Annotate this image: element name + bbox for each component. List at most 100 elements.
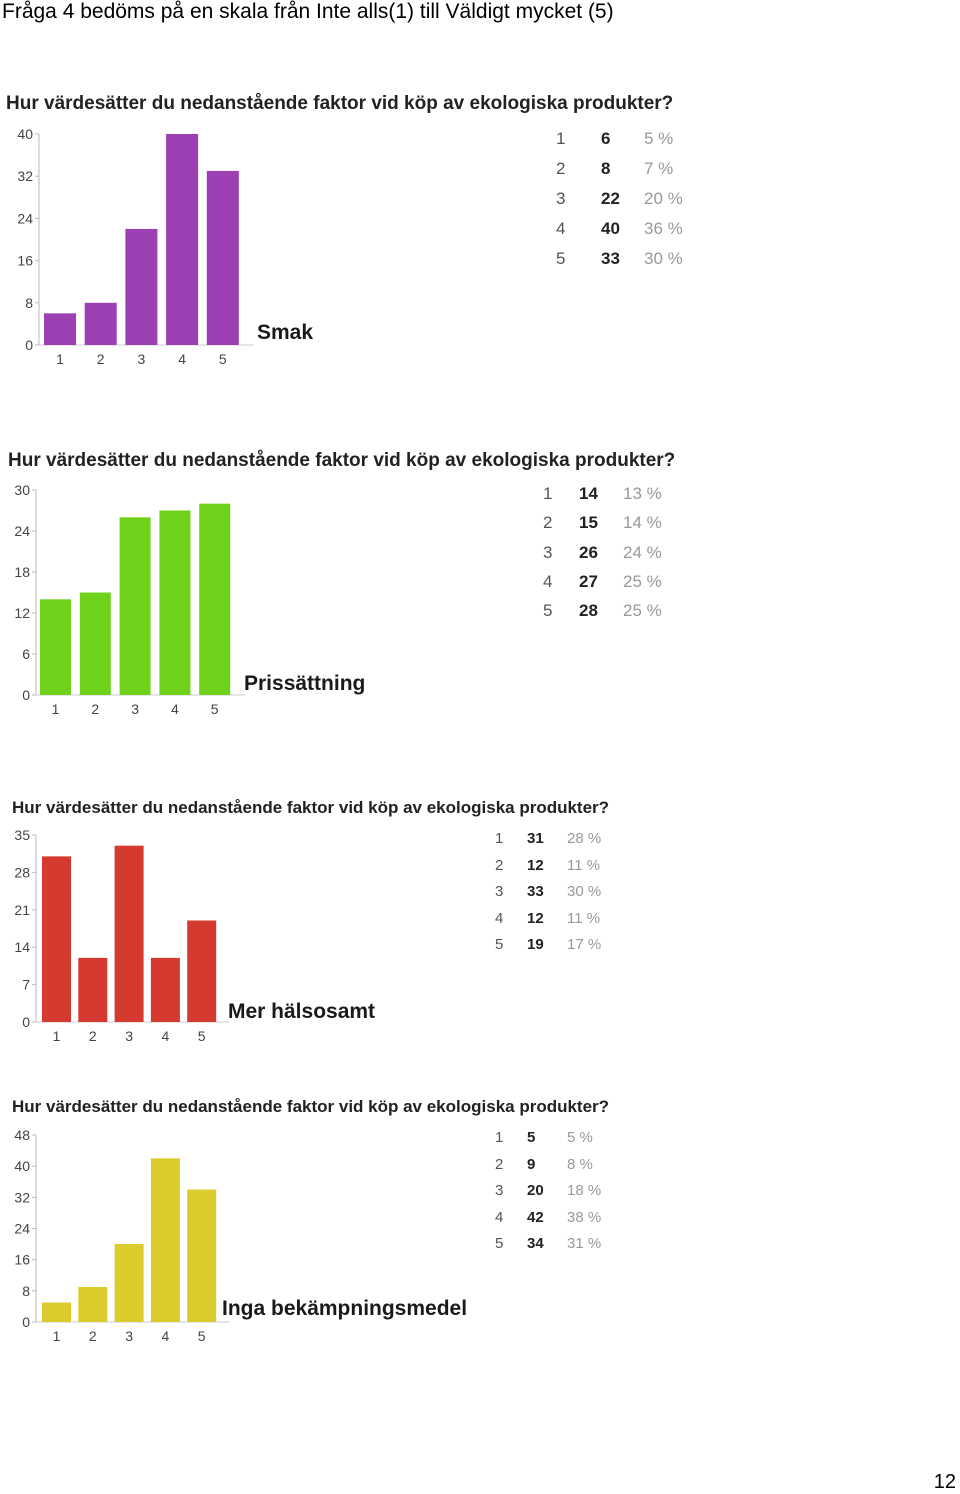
chart-block: Hur värdesätter du nedanstående faktor v… bbox=[12, 1097, 772, 1397]
chart-block: Hur värdesätter du nedanstående faktor v… bbox=[6, 93, 766, 393]
y-tick-label: 0 bbox=[25, 337, 33, 353]
stats-row: 3 26 24 % bbox=[543, 543, 703, 572]
stats-count: 12 bbox=[527, 856, 544, 874]
bar bbox=[206, 170, 239, 345]
stats-percentage: 17 % bbox=[567, 936, 602, 954]
bar bbox=[114, 1244, 144, 1322]
y-tick-label: 16 bbox=[14, 1252, 30, 1268]
bar-chart: 0 7 14 21 28 35 1 2 3 4 5 bbox=[14, 827, 230, 1044]
y-tick-label: 35 bbox=[14, 827, 30, 843]
bar bbox=[125, 228, 158, 345]
x-tick-label: 2 bbox=[97, 351, 105, 367]
x-tick-label: 3 bbox=[138, 351, 146, 367]
y-tick-label: 24 bbox=[14, 523, 30, 539]
stats-count: 26 bbox=[579, 542, 598, 562]
stats-score: 5 bbox=[543, 601, 553, 621]
stats-count: 33 bbox=[527, 883, 544, 901]
x-tick-label: 4 bbox=[162, 1328, 170, 1344]
stats-percentage: 20 % bbox=[644, 189, 683, 208]
bar bbox=[150, 957, 180, 1022]
x-tick-label: 4 bbox=[162, 1028, 170, 1044]
stats-score: 3 bbox=[495, 1182, 504, 1200]
x-tick-label: 5 bbox=[219, 351, 227, 367]
stats-percentage: 25 % bbox=[623, 601, 662, 621]
stats-row: 1 6 5 % bbox=[556, 129, 716, 159]
stats-row: 2 9 8 % bbox=[495, 1156, 655, 1183]
factor-label: Mer hälsosamt bbox=[228, 1000, 376, 1023]
stats-percentage: 11 % bbox=[567, 856, 601, 874]
stats-count: 40 bbox=[601, 219, 620, 238]
stats-percentage: 36 % bbox=[644, 219, 683, 238]
x-tick-label: 2 bbox=[91, 701, 99, 717]
x-tick-label: 5 bbox=[198, 1028, 206, 1044]
stats-score: 5 bbox=[495, 936, 504, 954]
stats-percentage: 25 % bbox=[623, 571, 662, 591]
stats-row: 5 19 17 % bbox=[495, 936, 655, 963]
stats-count: 31 bbox=[527, 830, 544, 847]
stats-count: 14 bbox=[579, 484, 598, 503]
stats-score: 2 bbox=[495, 1155, 504, 1173]
bar bbox=[114, 845, 144, 1022]
bar bbox=[44, 313, 76, 345]
bar bbox=[187, 1189, 217, 1322]
y-tick-label: 7 bbox=[22, 977, 30, 993]
stats-percentage: 11 % bbox=[567, 909, 601, 927]
stats-score: 3 bbox=[495, 883, 504, 901]
x-tick-label: 2 bbox=[89, 1028, 97, 1044]
x-tick-label: 3 bbox=[125, 1028, 133, 1044]
stats-percentage: 38 % bbox=[567, 1208, 602, 1226]
page-number: 12 bbox=[933, 1471, 956, 1493]
bar bbox=[150, 1158, 180, 1322]
stats-row: 3 20 18 % bbox=[495, 1182, 655, 1209]
chart-block: Hur värdesätter du nedanstående faktor v… bbox=[12, 798, 772, 1098]
bar bbox=[84, 302, 117, 345]
bar bbox=[42, 856, 71, 1022]
stats-row: 3 33 30 % bbox=[495, 883, 655, 910]
stats-score: 2 bbox=[543, 513, 553, 533]
stats-count: 42 bbox=[527, 1208, 544, 1226]
x-tick-label: 1 bbox=[52, 701, 60, 717]
stats-percentage: 7 % bbox=[644, 159, 674, 178]
stats-score: 5 bbox=[495, 1235, 504, 1253]
stats-row: 1 14 13 % bbox=[543, 484, 703, 513]
stats-count: 12 bbox=[527, 909, 544, 927]
stats-table: 1 5 5 % 2 9 8 % 3 20 18 % 4 42 38 % 5 34 31 % bbox=[495, 1129, 655, 1272]
chart-title: Hur värdesätter du nedanstående faktor v… bbox=[8, 450, 676, 471]
y-tick-label: 21 bbox=[14, 902, 30, 918]
stats-score: 4 bbox=[556, 219, 566, 238]
factor-label: Inga bekämpningsmedel bbox=[222, 1297, 468, 1320]
bar bbox=[199, 503, 231, 695]
bar bbox=[79, 592, 111, 695]
y-tick-label: 6 bbox=[22, 646, 30, 662]
bar bbox=[78, 957, 108, 1022]
stats-percentage: 31 % bbox=[567, 1235, 602, 1253]
y-tick-label: 40 bbox=[14, 1158, 30, 1174]
stats-table: 1 31 28 % 2 12 11 % 3 33 30 % 4 12 11 % 5 19 17 % bbox=[495, 830, 655, 973]
stats-percentage: 5 % bbox=[567, 1129, 593, 1146]
chart-block: Hur värdesätter du nedanstående faktor v… bbox=[8, 450, 768, 750]
stats-count: 6 bbox=[601, 129, 611, 148]
stats-row: 2 15 14 % bbox=[543, 513, 703, 542]
stats-percentage: 5 % bbox=[644, 129, 674, 148]
y-tick-label: 14 bbox=[14, 939, 30, 955]
stats-score: 1 bbox=[543, 484, 553, 503]
y-tick-label: 0 bbox=[22, 687, 30, 703]
x-tick-label: 2 bbox=[89, 1328, 97, 1344]
stats-score: 1 bbox=[556, 129, 566, 148]
stats-percentage: 30 % bbox=[644, 249, 683, 268]
stats-count: 28 bbox=[579, 601, 598, 621]
x-tick-label: 1 bbox=[53, 1028, 61, 1044]
bar bbox=[166, 134, 199, 345]
stats-percentage: 13 % bbox=[623, 484, 662, 503]
stats-count: 33 bbox=[601, 249, 620, 268]
y-tick-label: 32 bbox=[14, 1189, 30, 1205]
stats-score: 4 bbox=[495, 1208, 504, 1226]
stats-score: 3 bbox=[543, 542, 553, 562]
bar-chart: 0 8 16 24 32 40 48 1 2 3 4 5 bbox=[14, 1127, 230, 1344]
page-heading: Fråga 4 bedöms på en skala från Inte all… bbox=[2, 0, 614, 23]
stats-score: 1 bbox=[495, 830, 504, 847]
stats-row: 1 31 28 % bbox=[495, 830, 655, 857]
bar bbox=[119, 517, 151, 695]
stats-row: 4 42 38 % bbox=[495, 1209, 655, 1236]
